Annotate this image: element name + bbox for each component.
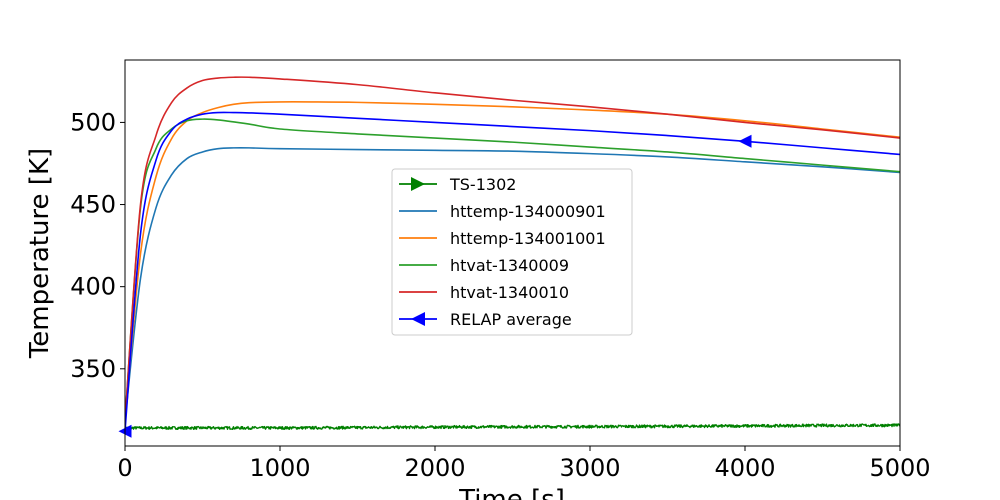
y-axis-ticks: 350 400 450 500 bbox=[70, 108, 125, 383]
x-tick-label: 5000 bbox=[869, 454, 930, 482]
series-line-4 bbox=[125, 118, 900, 422]
legend-marker-6 bbox=[411, 312, 425, 326]
x-tick-label: 0 bbox=[117, 454, 132, 482]
x-tick-label: 2000 bbox=[404, 454, 465, 482]
legend-label-6: RELAP average bbox=[450, 310, 572, 329]
plot-area-frame bbox=[124, 59, 901, 447]
x-tick-label: 1000 bbox=[249, 454, 310, 482]
legend-label-5: htvat-1340010 bbox=[450, 283, 569, 302]
y-tick-label: 400 bbox=[70, 273, 116, 301]
series-6-marker-2 bbox=[738, 134, 752, 148]
legend: TS-1302 httemp-134000901 httemp-134001001 h… bbox=[391, 168, 633, 336]
series-line-5 bbox=[125, 76, 900, 422]
legend-box bbox=[391, 168, 633, 336]
legend-label-4: htvat-1340009 bbox=[450, 256, 569, 275]
legend-label-2: httemp-134000901 bbox=[450, 202, 606, 221]
legend-label-1: TS-1302 bbox=[449, 175, 516, 194]
y-tick-label: 500 bbox=[70, 108, 116, 136]
x-tick-label: 4000 bbox=[714, 454, 775, 482]
series-line-2 bbox=[125, 146, 900, 422]
x-axis-ticks: 0 1000 2000 3000 4000 5000 bbox=[117, 446, 931, 482]
y-tick-label: 350 bbox=[70, 355, 116, 383]
x-axis-label: Time [s] bbox=[458, 485, 565, 500]
series-layer bbox=[125, 76, 900, 432]
series-line-6 bbox=[125, 111, 900, 432]
legend-marker-1 bbox=[411, 177, 425, 191]
series-line-1 bbox=[125, 423, 900, 431]
y-axis-label: Temperature [K] bbox=[25, 148, 55, 359]
y-tick-label: 450 bbox=[70, 191, 116, 219]
x-tick-label: 3000 bbox=[559, 454, 620, 482]
legend-label-3: httemp-134001001 bbox=[450, 229, 606, 248]
